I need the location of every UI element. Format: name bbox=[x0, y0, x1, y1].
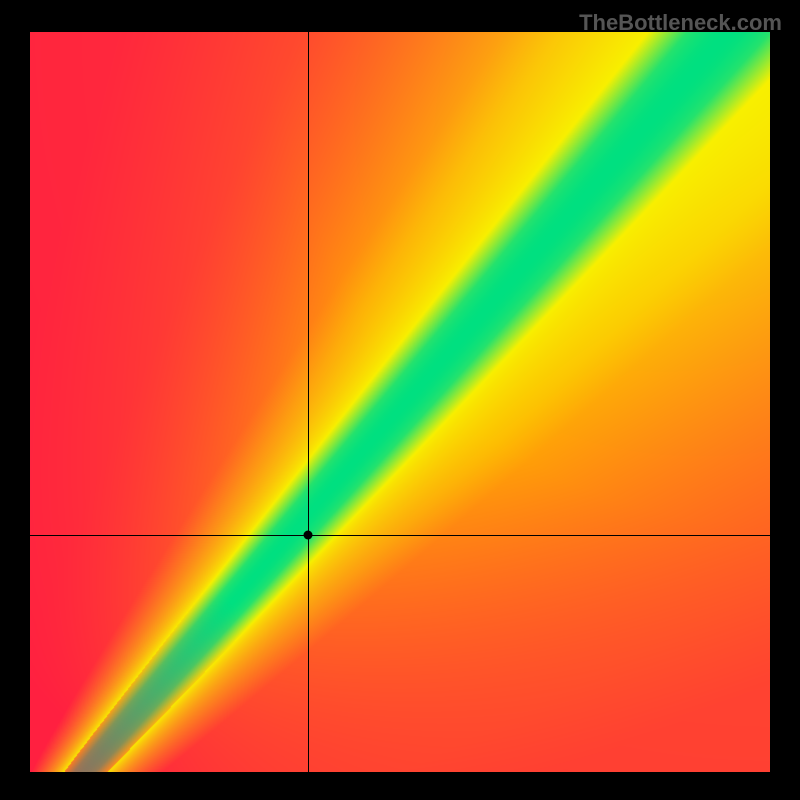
heatmap-canvas bbox=[30, 32, 770, 772]
watermark-text: TheBottleneck.com bbox=[579, 10, 782, 36]
crosshair-vertical bbox=[308, 32, 309, 772]
heatmap-plot bbox=[30, 32, 770, 772]
crosshair-horizontal bbox=[30, 535, 770, 536]
root-container: TheBottleneck.com bbox=[0, 0, 800, 800]
marker-dot bbox=[303, 531, 312, 540]
